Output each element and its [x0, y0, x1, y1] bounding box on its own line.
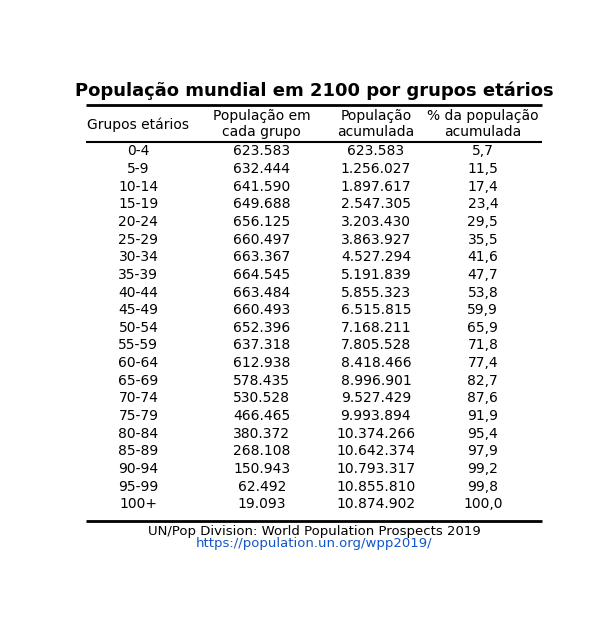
Text: 77,4: 77,4: [468, 356, 498, 370]
Text: 1.256.027: 1.256.027: [341, 162, 411, 176]
Text: 612.938: 612.938: [233, 356, 291, 370]
Text: 2.547.305: 2.547.305: [341, 197, 411, 212]
Text: 95-99: 95-99: [118, 480, 159, 493]
Text: 82,7: 82,7: [468, 374, 498, 387]
Text: 55-59: 55-59: [118, 339, 158, 352]
Text: % da população
acumulada: % da população acumulada: [427, 109, 539, 139]
Text: 660.497: 660.497: [234, 233, 291, 246]
Text: 660.493: 660.493: [234, 303, 291, 317]
Text: 7.805.528: 7.805.528: [341, 339, 411, 352]
Text: 99,2: 99,2: [467, 462, 498, 476]
Text: 623.583: 623.583: [234, 144, 291, 158]
Text: 9.527.429: 9.527.429: [341, 391, 411, 405]
Text: 53,8: 53,8: [468, 285, 498, 300]
Text: 65-69: 65-69: [118, 374, 159, 387]
Text: 59,9: 59,9: [467, 303, 498, 317]
Text: 663.367: 663.367: [234, 250, 291, 264]
Text: 15-19: 15-19: [118, 197, 159, 212]
Text: 45-49: 45-49: [118, 303, 158, 317]
Text: População
acumulada: População acumulada: [337, 109, 414, 139]
Text: 530.528: 530.528: [234, 391, 291, 405]
Text: 17,4: 17,4: [468, 180, 498, 194]
Text: 23,4: 23,4: [468, 197, 498, 212]
Text: 466.465: 466.465: [234, 409, 291, 423]
Text: 663.484: 663.484: [234, 285, 291, 300]
Text: 47,7: 47,7: [468, 268, 498, 282]
Text: 85-89: 85-89: [118, 444, 159, 458]
Text: 1.897.617: 1.897.617: [341, 180, 411, 194]
Text: 90-94: 90-94: [118, 462, 158, 476]
Text: 5.191.839: 5.191.839: [341, 268, 411, 282]
Text: 11,5: 11,5: [467, 162, 498, 176]
Text: 10.793.317: 10.793.317: [337, 462, 416, 476]
Text: 9.993.894: 9.993.894: [341, 409, 411, 423]
Text: 80-84: 80-84: [118, 426, 158, 441]
Text: 20-24: 20-24: [118, 215, 158, 229]
Text: 3.863.927: 3.863.927: [341, 233, 411, 246]
Text: 62.492: 62.492: [238, 480, 286, 493]
Text: 0-4: 0-4: [127, 144, 150, 158]
Text: 8.418.466: 8.418.466: [341, 356, 411, 370]
Text: Grupos etários: Grupos etários: [88, 117, 189, 132]
Text: 637.318: 637.318: [234, 339, 291, 352]
Text: 99,8: 99,8: [467, 480, 498, 493]
Text: 268.108: 268.108: [233, 444, 291, 458]
Text: 10.374.266: 10.374.266: [337, 426, 416, 441]
Text: 4.527.294: 4.527.294: [341, 250, 411, 264]
Text: 97,9: 97,9: [467, 444, 498, 458]
Text: 7.168.211: 7.168.211: [341, 321, 411, 335]
Text: População em
cada grupo: População em cada grupo: [213, 109, 311, 139]
Text: 3.203.430: 3.203.430: [341, 215, 411, 229]
Text: 50-54: 50-54: [118, 321, 158, 335]
Text: 40-44: 40-44: [118, 285, 158, 300]
Text: 75-79: 75-79: [118, 409, 158, 423]
Text: 5,7: 5,7: [472, 144, 493, 158]
Text: 150.943: 150.943: [234, 462, 291, 476]
Text: 664.545: 664.545: [234, 268, 291, 282]
Text: 10.855.810: 10.855.810: [337, 480, 416, 493]
Text: 30-34: 30-34: [118, 250, 158, 264]
Text: 91,9: 91,9: [467, 409, 498, 423]
Text: 8.996.901: 8.996.901: [341, 374, 411, 387]
Text: 380.372: 380.372: [234, 426, 291, 441]
Text: 632.444: 632.444: [234, 162, 291, 176]
Text: 578.435: 578.435: [234, 374, 291, 387]
Text: 60-64: 60-64: [118, 356, 158, 370]
Text: 10.874.902: 10.874.902: [337, 497, 416, 511]
Text: UN/Pop Division: World Population Prospects 2019: UN/Pop Division: World Population Prospe…: [148, 526, 481, 539]
Text: 35,5: 35,5: [468, 233, 498, 246]
Text: 656.125: 656.125: [234, 215, 291, 229]
Text: População mundial em 2100 por grupos etários: População mundial em 2100 por grupos etá…: [75, 82, 554, 100]
Text: 70-74: 70-74: [118, 391, 158, 405]
Text: 65,9: 65,9: [467, 321, 498, 335]
Text: 641.590: 641.590: [234, 180, 291, 194]
Text: 5-9: 5-9: [127, 162, 150, 176]
Text: 29,5: 29,5: [468, 215, 498, 229]
Text: 100,0: 100,0: [463, 497, 503, 511]
Text: 95,4: 95,4: [468, 426, 498, 441]
Text: https://population.un.org/wpp2019/: https://population.un.org/wpp2019/: [196, 537, 433, 550]
Text: 100+: 100+: [120, 497, 158, 511]
Text: 87,6: 87,6: [467, 391, 498, 405]
Text: 35-39: 35-39: [118, 268, 158, 282]
Text: 652.396: 652.396: [234, 321, 291, 335]
Text: 10.642.374: 10.642.374: [337, 444, 416, 458]
Text: 71,8: 71,8: [467, 339, 498, 352]
Text: 41,6: 41,6: [467, 250, 498, 264]
Text: 25-29: 25-29: [118, 233, 158, 246]
Text: 19.093: 19.093: [238, 497, 286, 511]
Text: 10-14: 10-14: [118, 180, 158, 194]
Text: 623.583: 623.583: [348, 144, 405, 158]
Text: 5.855.323: 5.855.323: [341, 285, 411, 300]
Text: 649.688: 649.688: [233, 197, 291, 212]
Text: 6.515.815: 6.515.815: [341, 303, 411, 317]
